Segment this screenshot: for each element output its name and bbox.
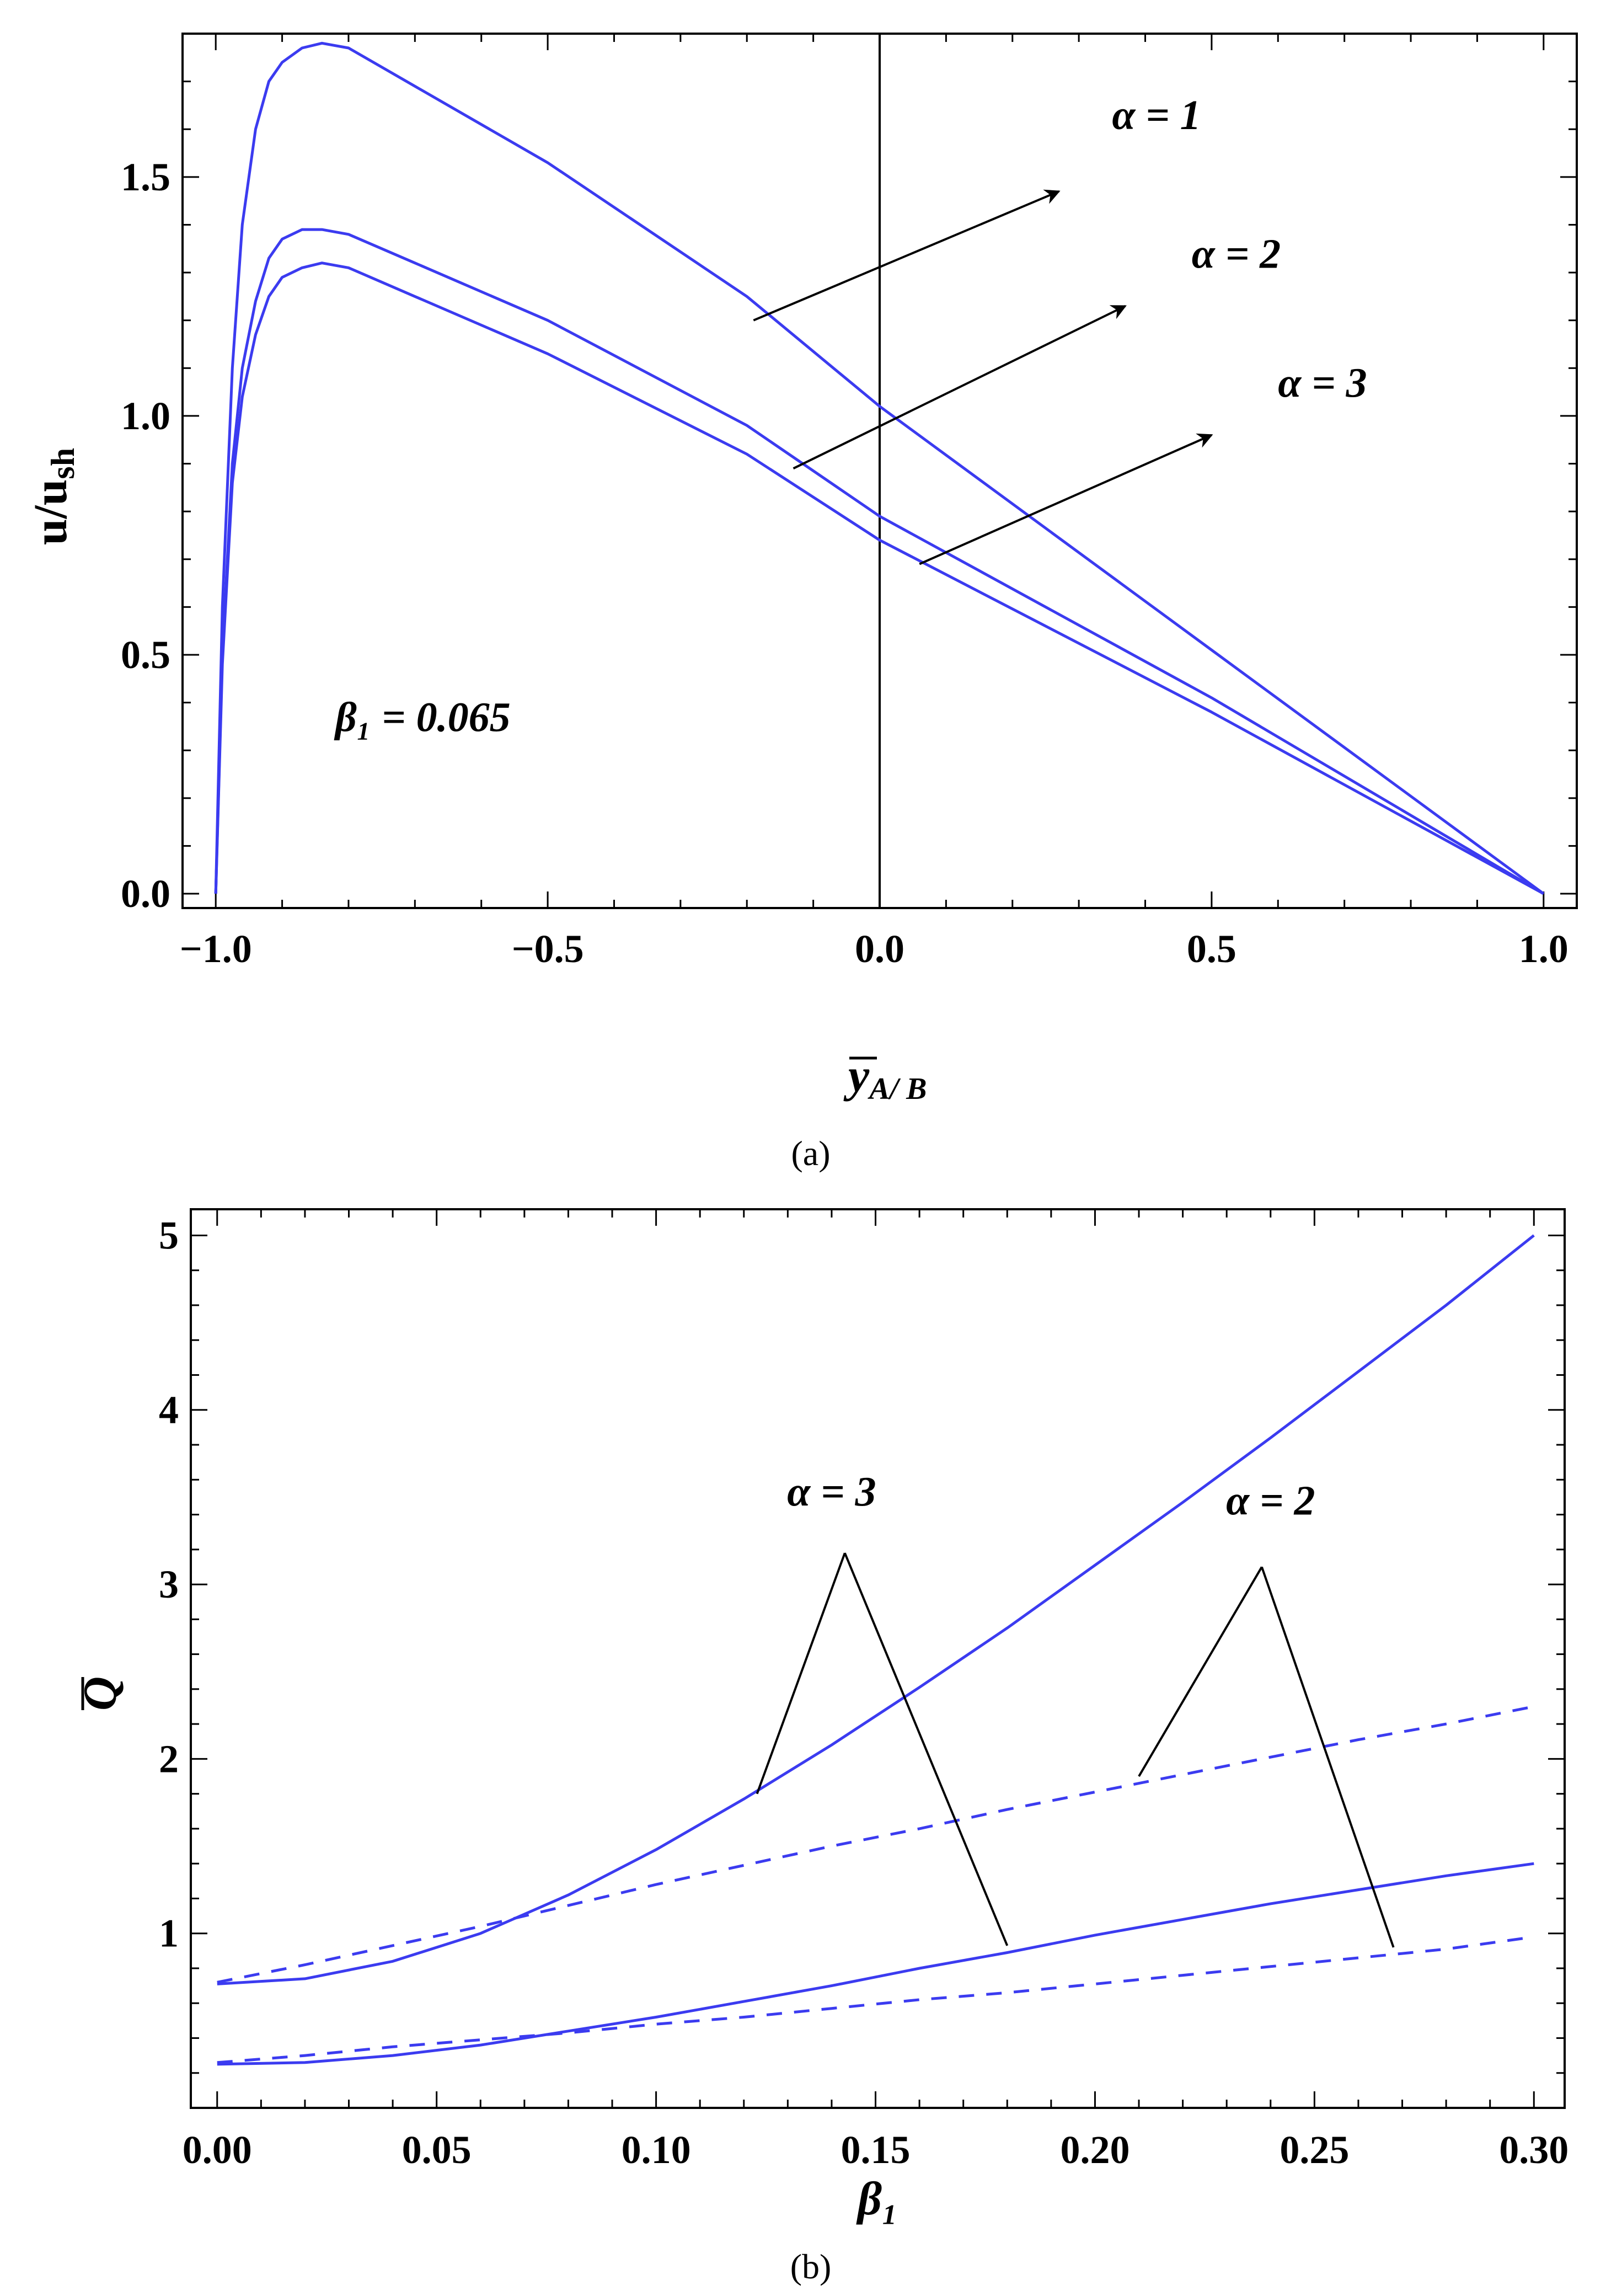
series-line-1: [214, 41, 1545, 895]
series-lines-b: [217, 1234, 1535, 2066]
annotation-pointer: [1138, 1566, 1263, 1777]
x-tick-label: 0.30: [1499, 2128, 1569, 2172]
series-line-3: [217, 1862, 1534, 2066]
annotation-label: α = 3: [1278, 360, 1367, 406]
panel-label-a: (a): [791, 1134, 830, 1173]
panel-label-b: (b): [790, 2247, 832, 2286]
series-line-2: [214, 228, 1545, 895]
x-tick-label: −1.0: [180, 927, 252, 971]
x-tick-label: 0.05: [402, 2128, 472, 2172]
series-line-2: [217, 1705, 1534, 1984]
series-line-1: [217, 1234, 1535, 1985]
annotation-label: α = 3: [787, 1469, 876, 1515]
x-tick-label: 0.0: [855, 927, 904, 971]
y-tick-label: 2: [159, 1737, 179, 1781]
x-tick-labels-b: 0.00 0.05 0.10 0.15 0.20 0.25 0.30: [183, 2128, 1569, 2172]
y-tick-label: 0.0: [121, 872, 170, 916]
ticks-b: [191, 1209, 1565, 2109]
annotation-arrow: [753, 189, 1061, 322]
y-tick-label: 1.0: [121, 394, 170, 438]
y-tick-label: 0.5: [121, 633, 170, 677]
x-tick-label: 0.15: [841, 2128, 911, 2172]
y-axis-label-a: u/ush: [24, 448, 81, 545]
annotation-labels-a: α = 1 α = 2 α = 3 β₁ = 0.065: [334, 92, 1367, 740]
y-tick-labels-a: 0.0 0.5 1.0 1.5: [121, 155, 170, 916]
plot-frame-b: [190, 1208, 1566, 2109]
chart-panel-b: 0.00 0.05 0.10 0.15 0.20 0.25 0.30 1 2 3 4 5 α = 3…: [73, 1208, 1569, 2286]
x-tick-label: 0.5: [1187, 927, 1236, 971]
annotation-pointers-b: [756, 1552, 1395, 1948]
y-tick-label: 4: [159, 1388, 179, 1432]
x-tick-label: 0.10: [622, 2128, 691, 2172]
x-tick-label: −0.5: [512, 927, 584, 971]
y-tick-label: 5: [159, 1213, 179, 1257]
y-tick-label: 1.5: [121, 155, 170, 199]
series-line-3: [214, 261, 1544, 895]
annotation-arrow: [919, 433, 1213, 565]
annotation-label: α = 1: [1112, 92, 1201, 138]
y-axis-label-main-a: u/u: [24, 479, 77, 546]
annotation-pointer: [1260, 1566, 1395, 1948]
x-axis-label-main-a: y: [843, 1049, 870, 1102]
y-tick-labels-b: 1 2 3 4 5: [159, 1213, 179, 1955]
annotation-label: α = 2: [1226, 1478, 1315, 1524]
annotation-labels-b: α = 3 α = 2: [787, 1469, 1315, 1524]
x-tick-labels-a: −1.0 −0.5 0.0 0.5 1.0: [180, 927, 1569, 971]
annotation-pointer: [756, 1552, 846, 1795]
x-axis-label-b: β₁: [856, 2172, 898, 2225]
series-lines-a: [214, 41, 1545, 895]
x-axis-label-a: yA/ B: [843, 1049, 927, 1106]
y-axis-label-b: Q: [73, 1676, 126, 1711]
annotation-label: α = 2: [1192, 231, 1281, 277]
x-tick-label: 0.20: [1060, 2128, 1129, 2172]
chart-panel-a: −1.0 −0.5 0.0 0.5 1.0 0.00.51.01.5 α = 1α = …: [24, 33, 1578, 1173]
x-tick-label: 0.00: [183, 2128, 252, 2172]
y-axis-label-sub-a: sh: [45, 448, 81, 479]
annotation-label: β₁ = 0.065: [334, 695, 511, 741]
annotation-arrow: [793, 305, 1127, 469]
y-tick-label: 3: [159, 1562, 179, 1606]
x-axis-label-sub-a: A/ B: [868, 1072, 927, 1106]
x-tick-label: 0.25: [1280, 2128, 1349, 2172]
x-tick-label: 1.0: [1519, 927, 1569, 971]
annotation-arrows-a: [753, 189, 1213, 565]
annotation-pointer: [843, 1552, 1009, 1946]
y-tick-label: 1: [159, 1911, 179, 1956]
